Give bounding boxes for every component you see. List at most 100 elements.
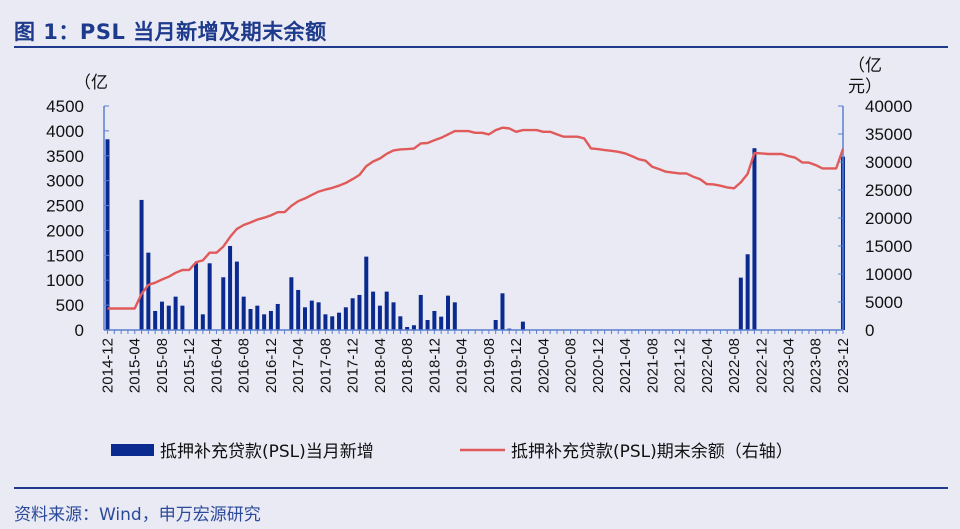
- bar-2016-06: [228, 245, 233, 330]
- x-tick-label: 2015-04: [127, 338, 144, 393]
- legend: 抵押补充贷款(PSL)当月新增 抵押补充贷款(PSL)期末余额（右轴）: [111, 442, 793, 462]
- left-tick-label: 2500: [46, 197, 84, 216]
- bar-2016-12: [268, 310, 273, 330]
- bar-2016-10: [255, 305, 260, 330]
- left-tick-label: 2000: [46, 221, 84, 240]
- x-tick-label: 2018-04: [372, 338, 389, 393]
- x-tick-label: 2021-12: [672, 338, 689, 393]
- x-tick-label: 2015-08: [154, 338, 171, 393]
- legend-bar-label: 抵押补充贷款(PSL)当月新增: [160, 442, 374, 462]
- right-tick-label: 5000: [865, 293, 903, 312]
- x-tick-label: 2019-12: [508, 338, 525, 393]
- x-tick-label: 2022-08: [726, 338, 743, 393]
- bar-2015-06: [146, 252, 151, 330]
- bar-2016-03: [207, 263, 212, 330]
- bar-2018-12: [432, 310, 437, 330]
- x-tick-label: 2015-12: [181, 338, 198, 393]
- bar-2018-10: [418, 294, 423, 330]
- source-note: 资料来源：Wind，申万宏源研究: [14, 505, 261, 525]
- right-tick-label: 20000: [865, 209, 912, 228]
- x-tick-label: 2021-08: [644, 338, 661, 393]
- right-tick-label: 25000: [865, 181, 912, 200]
- bar-2017-08: [323, 314, 328, 330]
- left-tick-label: 4500: [46, 97, 84, 116]
- bar-2018-11: [425, 319, 430, 330]
- bar-2022-09: [738, 277, 743, 330]
- x-tick-label: 2016-08: [236, 338, 253, 393]
- left-tick-label: 3500: [46, 147, 84, 166]
- x-tick-label: 2017-08: [317, 338, 334, 393]
- source-rule: [14, 487, 948, 489]
- bar-2019-09: [493, 319, 498, 330]
- bar-2018-08: [405, 327, 410, 330]
- bar-2015-11: [180, 305, 185, 330]
- bar-2020-01: [520, 321, 525, 330]
- legend-line-label: 抵押补充贷款(PSL)期末余额（右轴）: [511, 442, 793, 462]
- axes: [103, 105, 844, 334]
- right-tick-label: 10000: [865, 265, 912, 284]
- right-axis-unit-1: （亿: [848, 56, 882, 75]
- bar-2015-05: [139, 199, 144, 330]
- bar-2016-05: [221, 277, 226, 330]
- bar-2014-12: [105, 139, 110, 330]
- x-tick-label: 2016-12: [263, 338, 280, 393]
- x-tick-label: 2014-12: [100, 338, 117, 393]
- bar-2017-05: [302, 307, 307, 330]
- bar-2016-11: [262, 314, 267, 330]
- x-tick-label: 2021-04: [617, 338, 634, 393]
- bar-2019-03: [452, 302, 457, 330]
- bar-2015-10: [173, 296, 178, 330]
- x-tick-label: 2023-08: [808, 338, 825, 393]
- bar-2016-02: [200, 314, 205, 330]
- right-tick-label: 30000: [865, 153, 912, 172]
- left-tick-label: 0: [75, 321, 84, 340]
- x-tick-label: 2022-12: [753, 338, 770, 393]
- bar-2019-10: [500, 293, 505, 330]
- bar-2018-02: [364, 256, 369, 330]
- bar-2018-04: [377, 305, 382, 330]
- bar-2018-06: [391, 302, 396, 330]
- legend-bar-swatch: [111, 444, 154, 456]
- left-tick-label: 500: [56, 296, 84, 315]
- balance-line: [107, 126, 845, 310]
- bar-series: [105, 139, 845, 330]
- x-tick-label: 2017-04: [290, 338, 307, 393]
- bar-2016-08: [241, 296, 246, 330]
- bar-2022-10: [745, 254, 750, 330]
- x-tick-label: 2018-12: [426, 338, 443, 393]
- x-tick-label: 2019-08: [481, 338, 498, 393]
- bar-2018-01: [357, 294, 362, 330]
- left-tick-label: 1000: [46, 271, 84, 290]
- right-axis-unit-2: 元）: [848, 77, 882, 96]
- bar-2017-06: [309, 300, 314, 330]
- x-tick-label: 2020-04: [535, 338, 552, 393]
- bar-2016-01: [194, 263, 199, 330]
- left-tick-label: 1500: [46, 246, 84, 265]
- x-tick-label: 2022-04: [699, 338, 716, 393]
- bar-2019-02: [446, 295, 450, 330]
- bar-2016-09: [248, 308, 253, 330]
- chart-title: 图 1：PSL 当月新增及期末余额: [14, 20, 327, 44]
- bar-2017-03: [289, 277, 294, 330]
- x-tick-label: 2018-08: [399, 338, 416, 393]
- bar-2018-05: [384, 291, 389, 330]
- right-tick-label: 35000: [865, 125, 912, 144]
- bar-2017-04: [296, 289, 301, 330]
- bar-2017-07: [316, 302, 321, 330]
- bar-2015-07: [153, 310, 158, 330]
- right-tick-label: 0: [865, 321, 874, 340]
- axis-labels: 0 500 1000 1500 2000 2500 3000 3500 4000 4500 0 500…: [46, 56, 912, 393]
- x-tick-label: 2019-04: [454, 338, 471, 393]
- x-tick-label: 2016-04: [208, 338, 225, 393]
- bar-2018-03: [371, 291, 376, 330]
- bar-2017-11: [343, 307, 348, 330]
- left-tick-label: 3000: [46, 172, 84, 191]
- left-axis-unit: （亿: [74, 73, 108, 92]
- bar-2022-11: [752, 148, 757, 330]
- bar-2019-01: [439, 316, 444, 330]
- right-tick-label: 15000: [865, 237, 912, 256]
- bar-2016-07: [234, 261, 239, 330]
- x-tick-label: 2017-12: [345, 338, 362, 393]
- bar-2017-10: [337, 312, 342, 330]
